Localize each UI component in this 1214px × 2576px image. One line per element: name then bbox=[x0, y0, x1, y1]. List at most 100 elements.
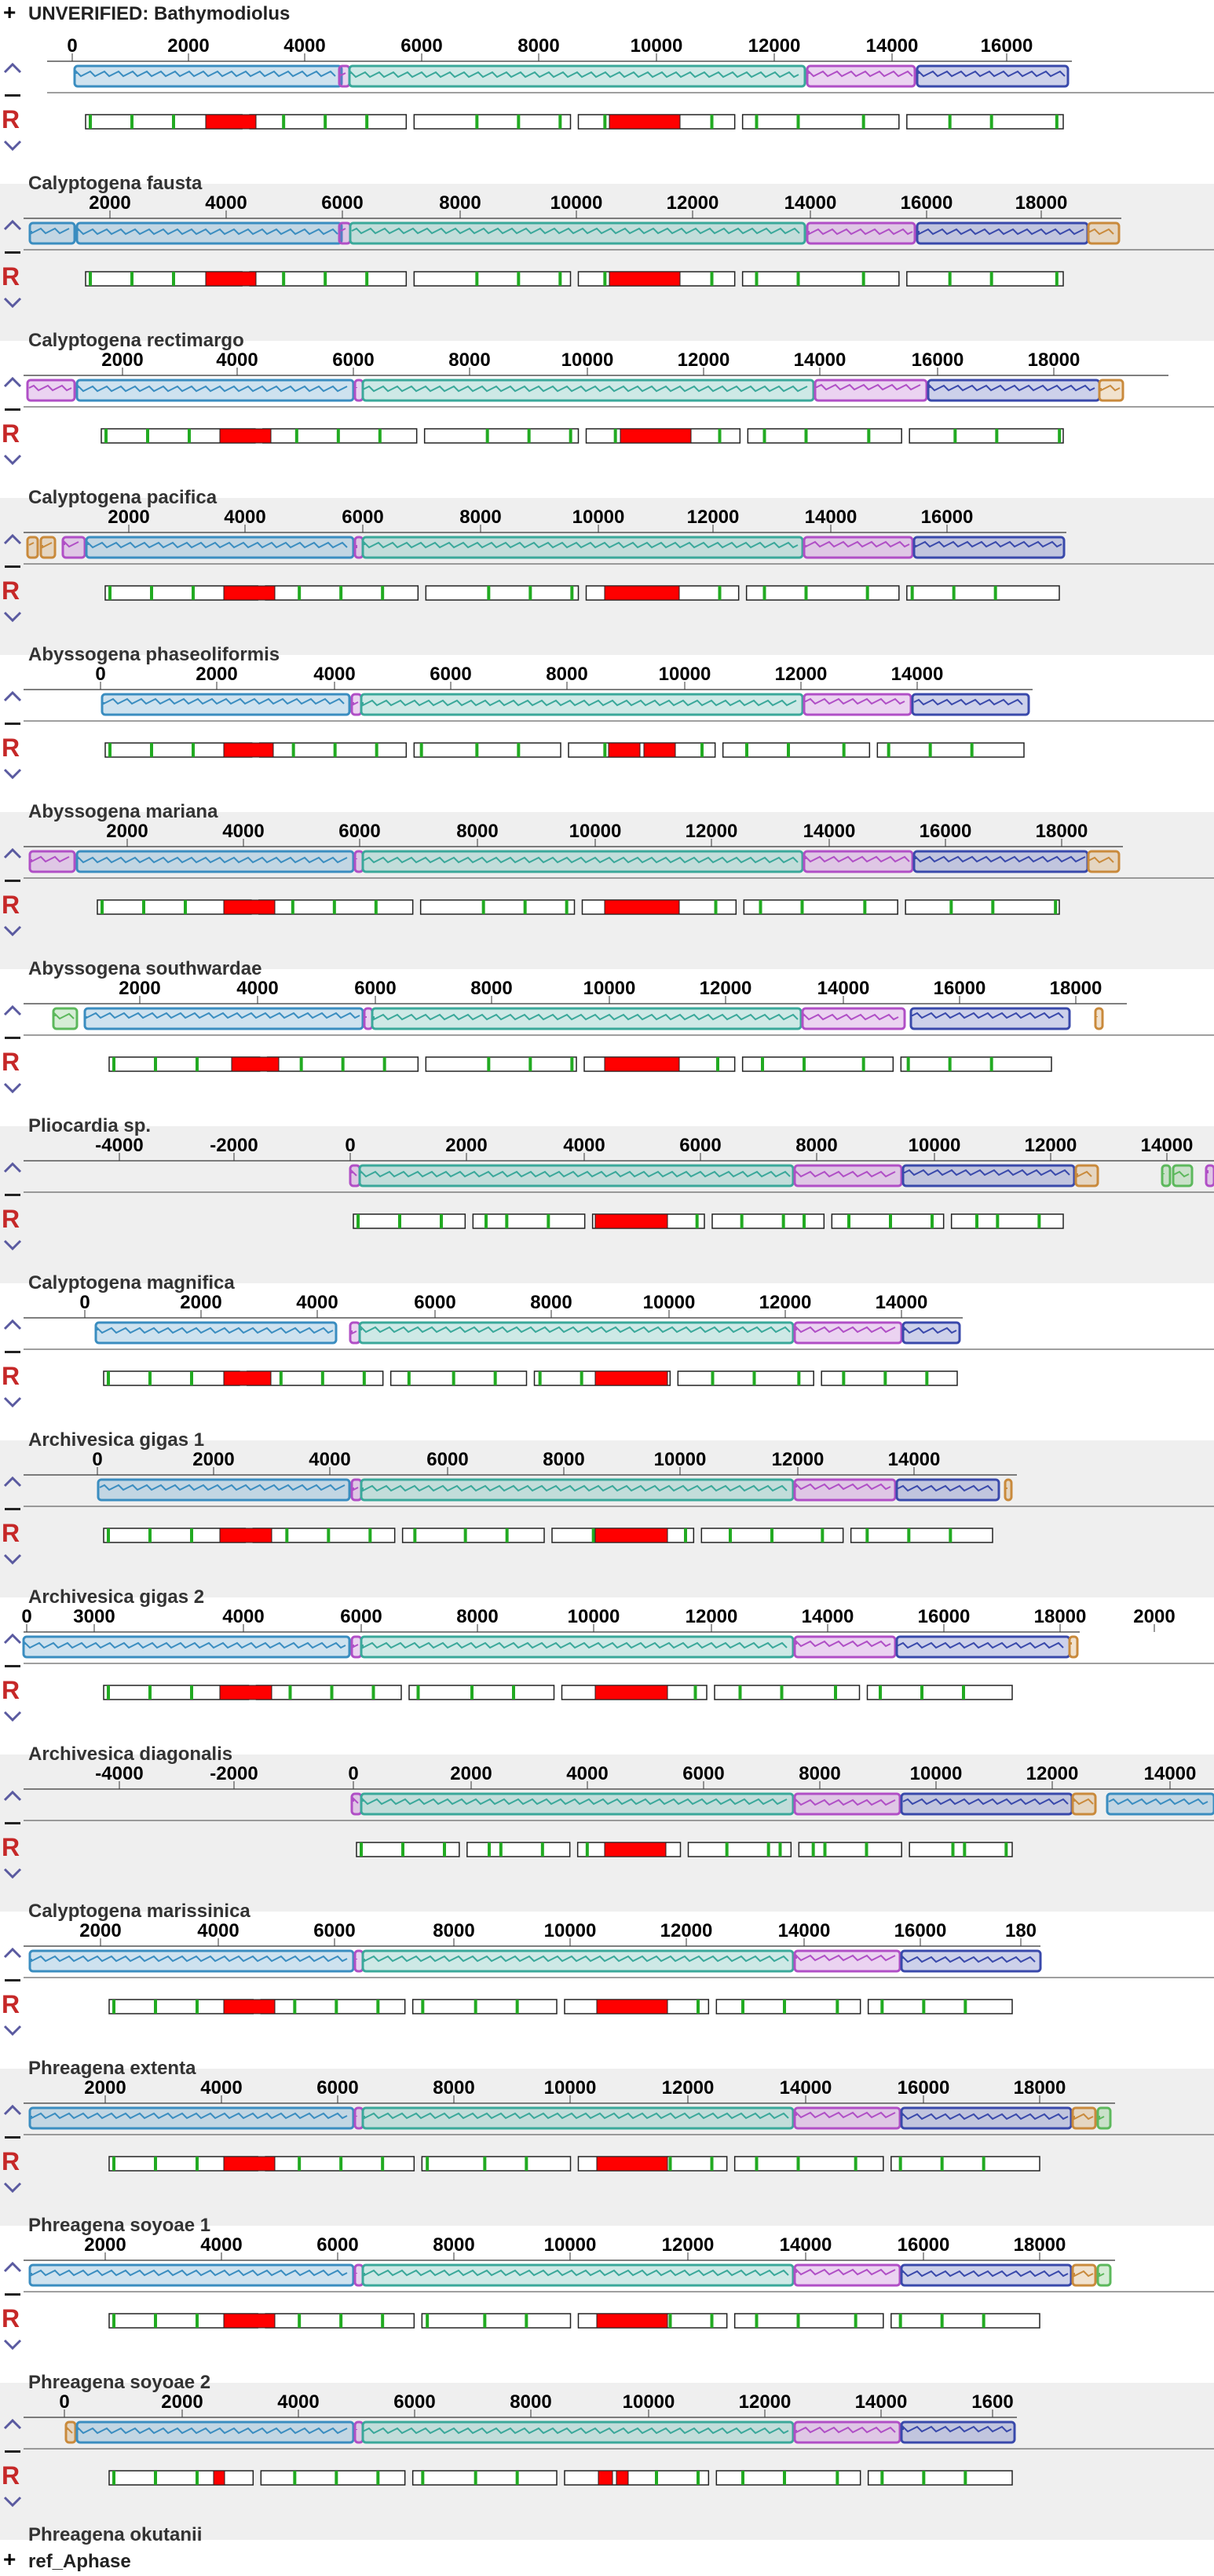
rrna-feature[interactable] bbox=[219, 428, 272, 444]
gene-feature[interactable] bbox=[389, 1370, 528, 1386]
rrna-feature[interactable] bbox=[219, 1685, 272, 1700]
trna-feature[interactable] bbox=[570, 1057, 574, 1071]
lcb-block[interactable] bbox=[912, 536, 1066, 559]
trna-feature[interactable] bbox=[948, 1057, 952, 1071]
trna-feature[interactable] bbox=[1055, 115, 1059, 129]
gene-feature[interactable] bbox=[733, 2313, 884, 2329]
trna-feature[interactable] bbox=[293, 2471, 297, 2485]
trna-feature[interactable] bbox=[565, 900, 569, 914]
gene-feature[interactable] bbox=[249, 114, 408, 130]
trna-feature[interactable] bbox=[150, 586, 153, 600]
gene-feature[interactable] bbox=[568, 742, 716, 758]
trna-feature[interactable] bbox=[525, 2314, 528, 2328]
lcb-block[interactable] bbox=[26, 379, 76, 402]
lcb-block[interactable] bbox=[895, 1478, 1000, 1502]
lcb-block[interactable] bbox=[806, 221, 916, 245]
lcb-block[interactable] bbox=[360, 1792, 795, 1816]
rrna-feature[interactable] bbox=[223, 2313, 276, 2329]
trna-feature[interactable] bbox=[907, 1528, 911, 1542]
trna-feature[interactable] bbox=[294, 429, 298, 443]
gene-feature[interactable] bbox=[714, 1685, 861, 1700]
trna-feature[interactable] bbox=[778, 1842, 782, 1857]
trna-feature[interactable] bbox=[898, 2314, 902, 2328]
move-down-button[interactable] bbox=[2, 609, 24, 630]
lcb-block[interactable] bbox=[349, 1321, 361, 1345]
trna-feature[interactable] bbox=[982, 2157, 985, 2171]
trna-feature[interactable] bbox=[1054, 900, 1058, 914]
lcb-block[interactable] bbox=[1161, 1164, 1172, 1187]
rrna-feature[interactable] bbox=[213, 2470, 225, 2486]
gene-feature[interactable] bbox=[425, 585, 580, 601]
trna-feature[interactable] bbox=[335, 2471, 338, 2485]
trna-feature[interactable] bbox=[528, 586, 532, 600]
trna-feature[interactable] bbox=[1004, 1842, 1008, 1857]
lcb-block[interactable] bbox=[39, 536, 57, 559]
lcb-block[interactable] bbox=[803, 536, 914, 559]
trna-feature[interactable] bbox=[796, 272, 800, 286]
trna-feature[interactable] bbox=[154, 2000, 157, 2014]
trna-feature[interactable] bbox=[332, 900, 336, 914]
lcb-block[interactable] bbox=[353, 2263, 364, 2287]
trna-feature[interactable] bbox=[847, 1214, 850, 1228]
move-down-button[interactable] bbox=[2, 452, 24, 473]
minimize-button[interactable] bbox=[2, 873, 24, 894]
rrna-feature[interactable] bbox=[223, 1999, 276, 2014]
gene-feature[interactable] bbox=[677, 1370, 814, 1386]
trna-feature[interactable] bbox=[146, 429, 149, 443]
lcb-block[interactable] bbox=[358, 1321, 795, 1345]
trna-feature[interactable] bbox=[538, 1371, 542, 1385]
move-up-button[interactable] bbox=[2, 1002, 24, 1023]
trna-feature[interactable] bbox=[716, 1057, 719, 1071]
trna-feature[interactable] bbox=[112, 2000, 115, 2014]
reset-button[interactable]: R bbox=[2, 1833, 20, 1861]
trna-feature[interactable] bbox=[879, 1685, 882, 1700]
gene-feature[interactable] bbox=[747, 428, 902, 444]
reset-button[interactable]: R bbox=[2, 1362, 20, 1390]
gene-feature[interactable] bbox=[401, 1528, 545, 1543]
gene-feature[interactable] bbox=[711, 1213, 825, 1229]
trna-feature[interactable] bbox=[527, 429, 531, 443]
rrna-feature[interactable] bbox=[609, 271, 681, 287]
trna-feature[interactable] bbox=[710, 2157, 714, 2171]
trna-feature[interactable] bbox=[339, 2157, 343, 2171]
gene-feature[interactable] bbox=[900, 1056, 1052, 1072]
lcb-block[interactable] bbox=[85, 536, 355, 559]
gene-feature[interactable] bbox=[867, 2470, 1013, 2486]
trna-feature[interactable] bbox=[148, 1685, 152, 1700]
rrna-feature[interactable] bbox=[594, 1213, 668, 1229]
gene-feature[interactable] bbox=[411, 1999, 558, 2014]
trna-feature[interactable] bbox=[783, 2471, 786, 2485]
move-down-button[interactable] bbox=[2, 1238, 24, 1258]
move-up-button[interactable] bbox=[2, 2102, 24, 2122]
trna-feature[interactable] bbox=[989, 115, 993, 129]
trna-feature[interactable] bbox=[759, 900, 762, 914]
lcb-block[interactable] bbox=[1004, 1478, 1013, 1502]
lcb-block[interactable] bbox=[806, 64, 916, 88]
gene-feature[interactable] bbox=[255, 1685, 402, 1700]
trna-feature[interactable] bbox=[172, 272, 175, 286]
lcb-block[interactable] bbox=[909, 1007, 1071, 1030]
gene-feature[interactable] bbox=[906, 114, 1064, 130]
trna-feature[interactable] bbox=[421, 2000, 425, 2014]
trna-feature[interactable] bbox=[291, 900, 294, 914]
trna-feature[interactable] bbox=[940, 2157, 944, 2171]
trna-feature[interactable] bbox=[854, 2157, 857, 2171]
trna-feature[interactable] bbox=[130, 272, 133, 286]
rrna-feature[interactable] bbox=[223, 742, 274, 758]
trna-feature[interactable] bbox=[291, 743, 295, 757]
trna-feature[interactable] bbox=[745, 743, 748, 757]
minimize-button[interactable] bbox=[2, 1187, 24, 1208]
trna-feature[interactable] bbox=[463, 1528, 467, 1542]
lcb-block[interactable] bbox=[28, 221, 76, 245]
lcb-block[interactable] bbox=[64, 2420, 77, 2444]
rrna-feature[interactable] bbox=[223, 1370, 272, 1386]
trna-feature[interactable] bbox=[107, 1685, 110, 1700]
minimize-button[interactable] bbox=[2, 1816, 24, 1836]
lcb-block[interactable] bbox=[371, 1007, 803, 1030]
gene-feature[interactable] bbox=[103, 1370, 240, 1386]
trna-feature[interactable] bbox=[299, 1057, 303, 1071]
reset-button[interactable]: R bbox=[2, 2147, 20, 2175]
trna-feature[interactable] bbox=[781, 1214, 785, 1228]
trna-feature[interactable] bbox=[787, 743, 790, 757]
trna-feature[interactable] bbox=[762, 586, 766, 600]
